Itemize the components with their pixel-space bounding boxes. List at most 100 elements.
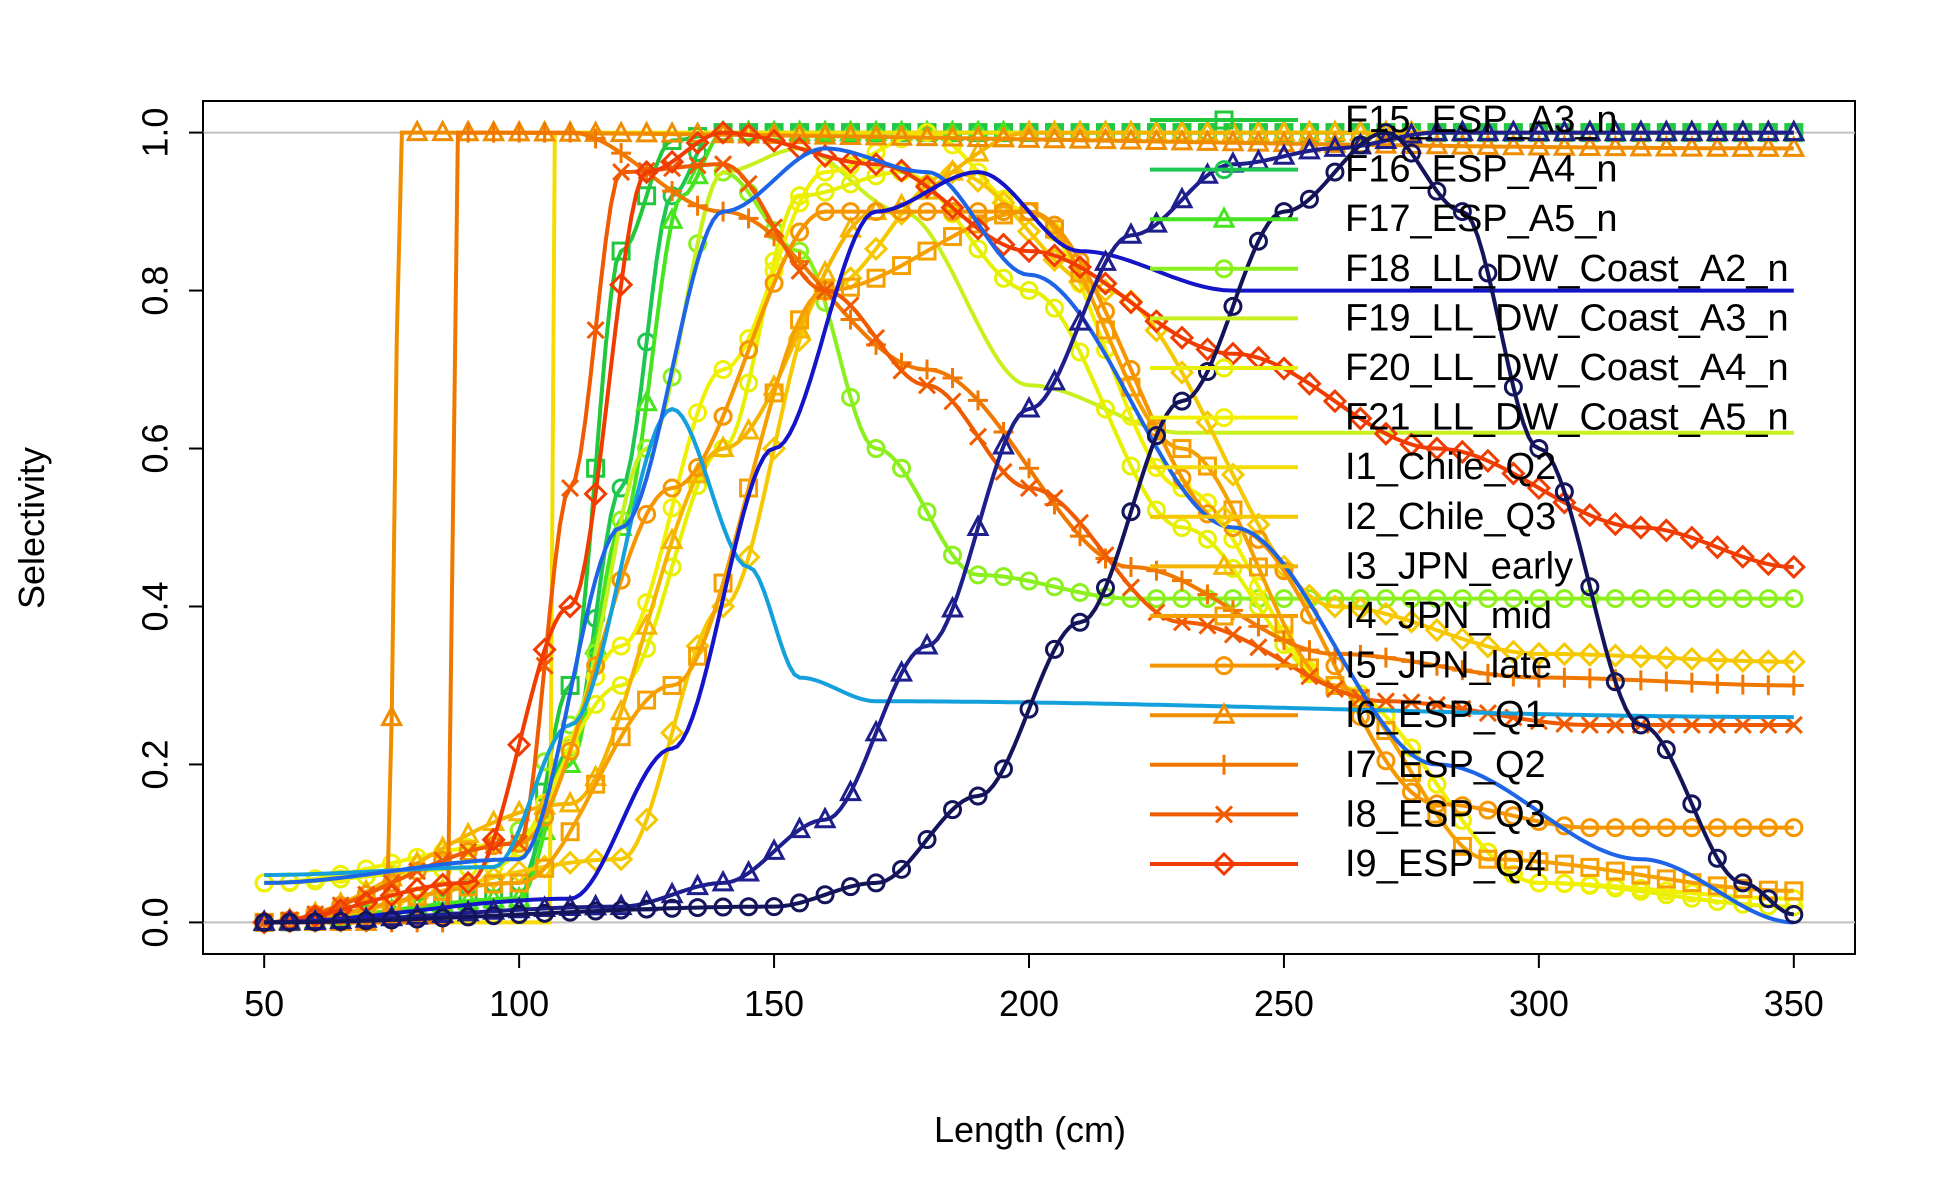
- series-point-3: [1656, 589, 1676, 609]
- series-point-20: [1427, 181, 1447, 201]
- series-point-12: [1221, 129, 1245, 152]
- series-point-20: [1401, 143, 1421, 163]
- series-point-19: [1323, 135, 1347, 157]
- y-axis: 0.0 0.2 0.4 0.6 0.8 1.0: [135, 108, 204, 947]
- series-point-3: [1682, 589, 1702, 609]
- series-point-15: [1169, 325, 1195, 350]
- series-point-19: [1552, 119, 1576, 142]
- series-point-13: [1197, 584, 1218, 605]
- series-point-3: [1044, 577, 1064, 597]
- series-point-14: [459, 842, 478, 861]
- series-point-15: [1705, 535, 1730, 560]
- series-point-13: [1656, 671, 1677, 692]
- series-point-8: [1628, 644, 1653, 669]
- series-point-19: [762, 838, 786, 860]
- series-point-14: [1045, 488, 1064, 508]
- series-point-19: [1450, 119, 1474, 142]
- series-point-9: [456, 821, 480, 844]
- series-point-19: [1017, 395, 1041, 418]
- series-point-15: [481, 827, 506, 852]
- series-point-10: [1656, 869, 1676, 889]
- series-point-12: [1654, 134, 1678, 157]
- legend-marker: [1214, 358, 1234, 378]
- series-point-9: [609, 698, 633, 721]
- series-point-5: [1019, 281, 1039, 301]
- series-point-15: [940, 195, 965, 220]
- series-point-11: [994, 202, 1014, 222]
- series-point-12: [813, 122, 837, 145]
- series-point-15: [430, 872, 455, 897]
- series-point-8: [965, 168, 991, 193]
- series-point-8: [1220, 462, 1246, 487]
- series-point-3: [1019, 571, 1039, 591]
- series-point-10: [1172, 439, 1192, 459]
- series-point-11: [1401, 782, 1421, 802]
- series-point-14: [790, 261, 809, 280]
- series-point-11: [1478, 800, 1498, 820]
- series-point-11: [841, 202, 861, 222]
- y-tick-label: 0.4: [135, 581, 176, 631]
- series-point-20: [1656, 740, 1676, 760]
- series-point-12: [1552, 134, 1576, 156]
- series-point-8: [1526, 641, 1551, 666]
- series-point-14: [1325, 679, 1344, 698]
- series-point-19: [1629, 119, 1653, 142]
- series-point-13: [1528, 667, 1549, 688]
- series-point-5: [994, 268, 1014, 288]
- series-point-12: [1450, 132, 1474, 155]
- y-axis-label: Selectivity: [11, 447, 52, 609]
- series-point-10: [1427, 804, 1447, 824]
- series-point-13: [560, 122, 581, 143]
- series-point-20: [1121, 502, 1141, 522]
- series-point-3: [1376, 589, 1396, 609]
- series-point-12: [1323, 131, 1347, 153]
- series-point-3: [1529, 589, 1549, 609]
- series-point-15: [1577, 503, 1602, 528]
- series-point-9: [1348, 119, 1372, 142]
- legend-label: I7_ESP_Q2: [1345, 744, 1546, 786]
- legend-marker: [1212, 701, 1236, 724]
- series-point-11: [458, 842, 478, 862]
- series-point-2: [686, 162, 710, 185]
- series-point-13: [840, 309, 861, 330]
- series-point-13: [1146, 560, 1167, 581]
- series-point-20: [1631, 715, 1651, 735]
- series-point-19: [992, 432, 1015, 455]
- series-point-11: [1784, 818, 1804, 838]
- series-point-15: [838, 149, 863, 174]
- series-point-20: [943, 800, 963, 820]
- series-point-19: [1756, 119, 1780, 142]
- series-point-3: [1146, 589, 1166, 609]
- legend-label: I1_Chile_Q2: [1345, 446, 1556, 488]
- series-point-13: [1171, 570, 1192, 591]
- series-point-20: [815, 885, 835, 905]
- series-point-14: [739, 174, 758, 193]
- series-point-15: [1679, 525, 1704, 550]
- series-point-20: [356, 911, 376, 931]
- legend-marker: [1214, 754, 1234, 775]
- series-point-20: [1146, 426, 1166, 446]
- series-point-13: [1758, 675, 1779, 696]
- series-point-15: [685, 130, 710, 155]
- series-point-9: [711, 435, 735, 458]
- series-point-5: [1095, 399, 1115, 419]
- series-point-9: [660, 527, 684, 550]
- series-point-19: [686, 873, 710, 896]
- series-point-13: [662, 181, 683, 202]
- series-point-5: [1172, 518, 1192, 537]
- series-point-12: [1501, 133, 1525, 156]
- series-point-12: [380, 704, 404, 727]
- series-point-14: [1580, 715, 1599, 735]
- series-point-20: [688, 898, 708, 918]
- series-point-15: [583, 481, 608, 506]
- series-point-15: [1654, 518, 1679, 543]
- series-point-10: [841, 277, 861, 297]
- series-point-20: [917, 829, 937, 849]
- legend-label: I8_ESP_Q3: [1345, 793, 1546, 835]
- series-point-19: [966, 514, 990, 536]
- series-point-10: [560, 822, 580, 842]
- series-17: [264, 146, 1794, 925]
- series-point-12: [635, 120, 659, 143]
- legend-marker: [1212, 553, 1236, 575]
